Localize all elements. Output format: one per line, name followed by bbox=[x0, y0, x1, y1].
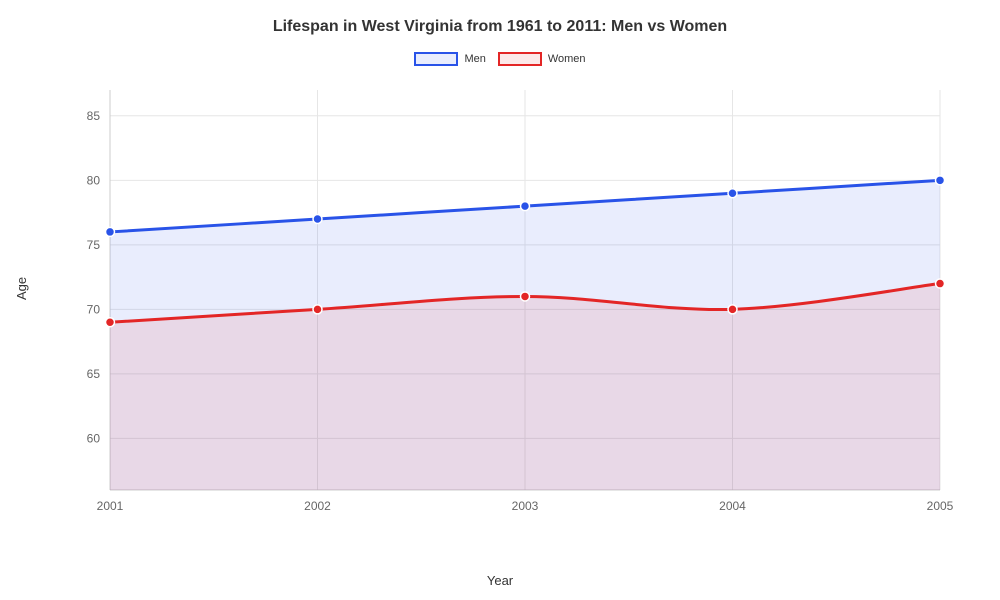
svg-text:70: 70 bbox=[87, 302, 101, 316]
x-axis-label: Year bbox=[0, 573, 1000, 588]
legend-label-women: Women bbox=[548, 53, 586, 65]
svg-text:75: 75 bbox=[87, 238, 101, 252]
legend-item-men: Men bbox=[414, 52, 485, 66]
svg-text:85: 85 bbox=[87, 109, 101, 123]
legend-label-men: Men bbox=[464, 53, 485, 65]
legend-item-women: Women bbox=[498, 52, 586, 66]
svg-text:65: 65 bbox=[87, 367, 101, 381]
svg-text:60: 60 bbox=[87, 431, 101, 445]
y-axis-label: Age bbox=[14, 277, 29, 300]
svg-text:2005: 2005 bbox=[927, 499, 954, 513]
svg-text:2001: 2001 bbox=[97, 499, 124, 513]
legend-swatch-men bbox=[414, 52, 458, 66]
legend-swatch-women bbox=[498, 52, 542, 66]
svg-text:2003: 2003 bbox=[512, 499, 539, 513]
chart-container: Lifespan in West Virginia from 1961 to 2… bbox=[0, 0, 1000, 600]
chart-svg: 60 65 70 75 80 85 2001 2002 2003 2004 2005 bbox=[60, 90, 960, 520]
svg-text:80: 80 bbox=[87, 173, 101, 187]
svg-text:2004: 2004 bbox=[719, 499, 746, 513]
plot-area: 60 65 70 75 80 85 2001 2002 2003 2004 2005 bbox=[60, 90, 960, 520]
chart-title: Lifespan in West Virginia from 1961 to 2… bbox=[0, 0, 1000, 36]
legend: Men Women bbox=[0, 52, 1000, 66]
svg-text:2002: 2002 bbox=[304, 499, 331, 513]
